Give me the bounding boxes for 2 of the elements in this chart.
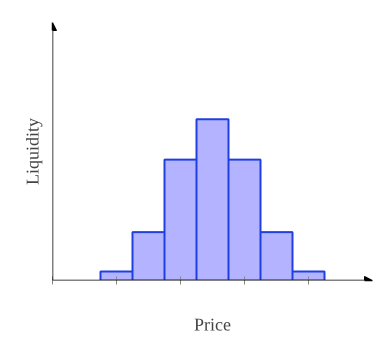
y-axis-title: Liquidity <box>22 118 42 185</box>
x-axis-title: Price <box>194 314 232 334</box>
